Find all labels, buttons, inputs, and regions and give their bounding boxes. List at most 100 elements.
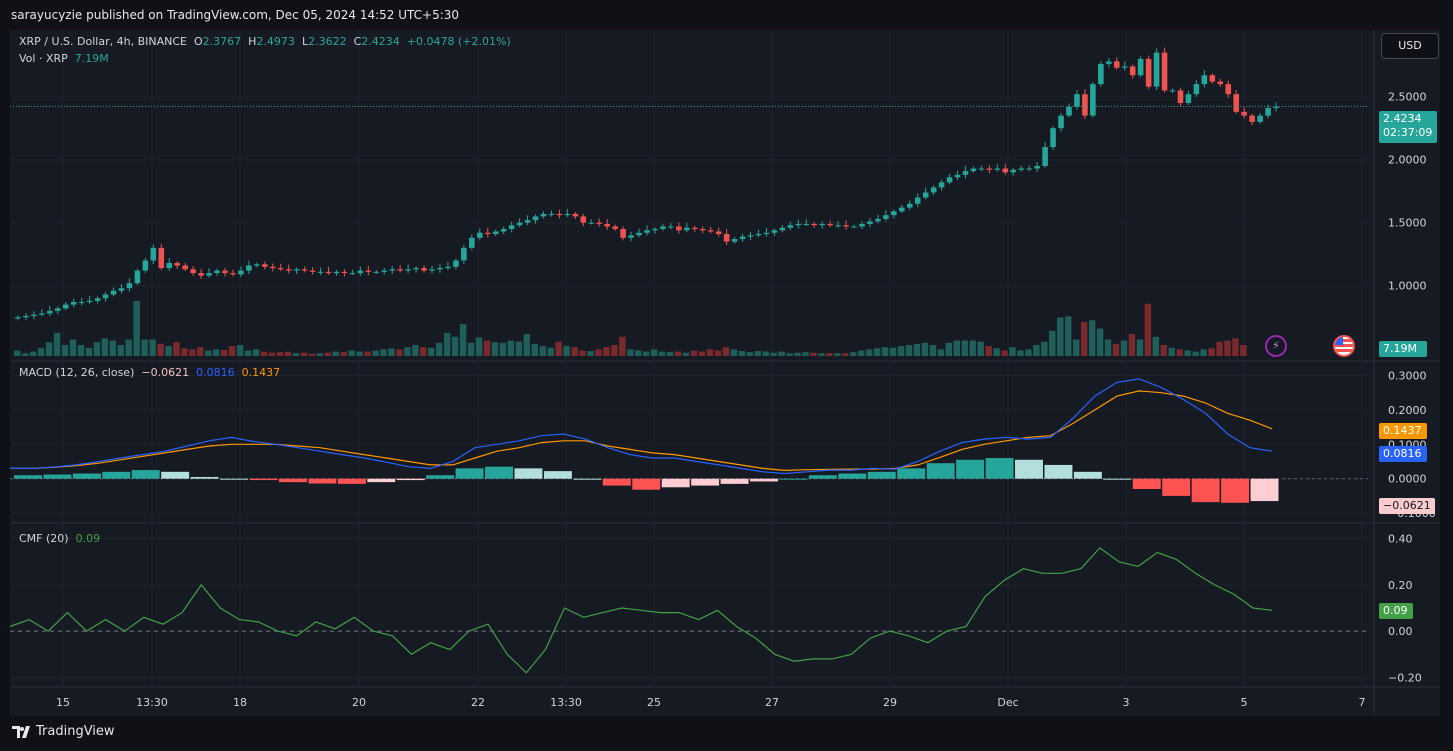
currency-button[interactable]: USD [1381, 33, 1439, 59]
volume-bar [650, 349, 658, 356]
candle-body [182, 265, 188, 270]
candle-body [1273, 106, 1279, 109]
volume-bar [595, 349, 602, 356]
macd-title: MACD (12, 26, close) [19, 366, 135, 379]
volume-bar [969, 340, 976, 356]
candle-body [1201, 75, 1208, 85]
candle-body [78, 302, 85, 304]
volume-bar [746, 352, 753, 356]
chart-frame[interactable] [10, 30, 1440, 716]
low-value: 2.3622 [308, 35, 347, 48]
cmf-value: 0.09 [75, 532, 101, 545]
last-price-value: 2.4234 [1383, 112, 1422, 125]
candle-body [262, 264, 268, 267]
macd-tick-label: 0.3000 [1388, 369, 1427, 382]
volume-bar [913, 343, 921, 356]
price-tick-label: 1.0000 [1388, 280, 1427, 293]
volume-bar [1009, 347, 1016, 356]
candle-body [477, 232, 483, 238]
candle-body [31, 314, 37, 316]
candle-body [644, 230, 650, 233]
candle-body [787, 225, 794, 228]
lightning-icon[interactable]: ⚡ [1265, 335, 1287, 357]
candle-body [1018, 168, 1025, 170]
volume-bar [929, 345, 937, 356]
candle-body [946, 177, 953, 183]
volume-bar [810, 352, 817, 356]
candle-body [938, 182, 945, 188]
candle-body [413, 268, 419, 270]
candle-body [453, 260, 459, 267]
volume-bar [45, 342, 53, 356]
candle-body [843, 225, 849, 227]
candle-body [899, 207, 905, 212]
volume-bar [579, 350, 586, 356]
candle-body [668, 226, 674, 228]
candle-body [1129, 66, 1136, 76]
macd-hist-bar [161, 471, 190, 479]
candle-body [628, 235, 634, 238]
volume-bar [324, 352, 331, 356]
us-flag-icon[interactable] [1333, 335, 1355, 357]
macd-hist-bar [750, 478, 778, 482]
candle-body [198, 273, 204, 276]
time-tick-label: 15 [56, 696, 70, 709]
candle-body [158, 247, 165, 269]
volume-bar [547, 347, 554, 356]
candle-body [1257, 115, 1263, 122]
volume-bar [388, 348, 395, 356]
volume-bar [1080, 321, 1088, 356]
volume-bar [539, 346, 546, 356]
volume-bar [881, 347, 889, 356]
time-tick-label: 29 [883, 696, 897, 709]
macd-hist-bar [337, 478, 366, 484]
volume-bar [993, 348, 1000, 356]
candle-body [1042, 147, 1048, 166]
volume-bar [475, 337, 483, 356]
candle-body [405, 269, 411, 271]
volume-bar [396, 349, 403, 356]
candle-body [588, 222, 595, 224]
candle-body [508, 225, 515, 229]
macd-line-tag: 0.0816 [1379, 446, 1427, 462]
candle-body [118, 288, 125, 291]
volume-bar [905, 345, 913, 356]
volume-bar [236, 345, 244, 356]
volume-bar [213, 349, 220, 356]
volume-bar [762, 351, 769, 356]
candle-body [564, 213, 571, 216]
macd-hist-bar [1103, 478, 1132, 480]
candle-body [922, 192, 929, 198]
candle-body [747, 235, 754, 237]
candle-body [731, 239, 738, 242]
volume-bar [467, 342, 475, 356]
time-tick-label: 20 [352, 696, 366, 709]
volume-bar [443, 332, 451, 356]
candle-body [684, 227, 690, 231]
macd-hist-bar [1015, 459, 1043, 479]
volume-bar [308, 353, 316, 356]
macd-hist-bar [573, 478, 602, 480]
candle-body [795, 223, 802, 226]
macd-hist-bar [720, 478, 749, 484]
volume-bar [921, 342, 929, 356]
candle-body [246, 265, 252, 271]
volume-bar [109, 340, 117, 356]
volume-bar [252, 349, 260, 356]
macd-hist-bar [14, 475, 42, 479]
candle-body [819, 223, 825, 226]
candle-body [914, 197, 921, 204]
brand-logo[interactable]: TradingView [12, 724, 115, 739]
macd-hist-bar [632, 478, 661, 490]
candle-body [1185, 94, 1192, 103]
candle-body [580, 216, 587, 223]
candle-body [835, 225, 841, 227]
volume-bar [818, 353, 825, 356]
candle-body [341, 271, 348, 274]
candle-body [803, 223, 810, 225]
volume-bar [1224, 340, 1231, 356]
candle-body [47, 310, 53, 314]
candle-body [1161, 52, 1168, 91]
volume-bar [730, 349, 738, 356]
